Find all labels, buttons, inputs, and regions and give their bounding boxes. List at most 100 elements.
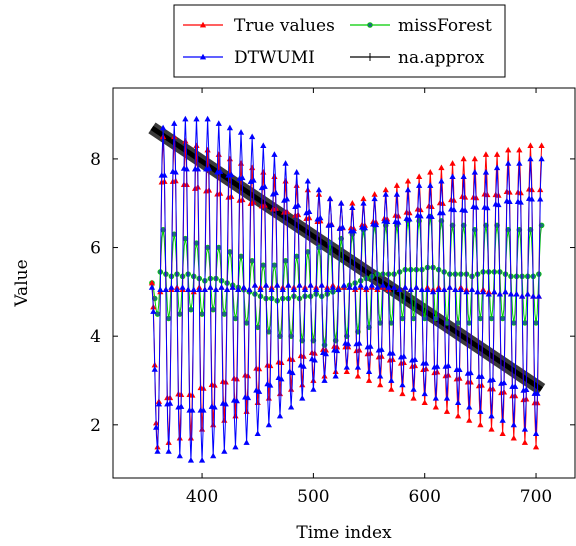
- data-point-dtwumi: [384, 218, 391, 225]
- data-point-dtwumi: [148, 284, 156, 290]
- data-point-dtwumi: [207, 284, 214, 290]
- data-point-dtwumi: [165, 448, 172, 454]
- data-point-dtwumi: [445, 362, 452, 369]
- data-point-dtwumi: [506, 198, 513, 205]
- data-point-missforest: [488, 315, 495, 322]
- data-point-dtwumi: [372, 221, 380, 228]
- data-point-dtwumi: [473, 204, 480, 210]
- data-point-dtwumi: [272, 189, 279, 196]
- data-point-dtwumi: [538, 155, 545, 162]
- data-point-dtwumi: [218, 284, 225, 290]
- data-point-dtwumi: [310, 386, 317, 392]
- data-point-dtwumi: [471, 168, 478, 175]
- data-point-missforest: [154, 311, 161, 317]
- data-point-dtwumi: [388, 377, 395, 383]
- legend-marker: [199, 21, 207, 28]
- data-point-dtwumi: [260, 142, 267, 148]
- data-point-dtwumi: [517, 199, 524, 205]
- data-point-dtwumi: [257, 286, 264, 293]
- data-point-true-values: [293, 182, 300, 188]
- data-point-true-values: [454, 412, 462, 419]
- series-dtwumi: [148, 115, 545, 463]
- data-point-dtwumi: [377, 372, 384, 379]
- data-point-dtwumi: [443, 395, 451, 401]
- data-point-dtwumi: [488, 412, 495, 419]
- data-point-dtwumi: [190, 286, 197, 293]
- data-point-dtwumi: [363, 284, 370, 290]
- data-point-dtwumi: [222, 400, 229, 407]
- legend-sample-true-values: [183, 21, 223, 28]
- data-point-missforest: [243, 320, 250, 326]
- data-point-dtwumi: [229, 284, 236, 290]
- data-point-dtwumi: [528, 195, 535, 202]
- data-point-dtwumi: [200, 407, 207, 413]
- data-point-dtwumi: [371, 195, 378, 202]
- data-point-dtwumi: [288, 403, 295, 410]
- data-point-dtwumi: [194, 165, 201, 172]
- legend-marker: [366, 53, 374, 61]
- data-point-dtwumi: [168, 284, 175, 290]
- legend-marker: [199, 53, 207, 60]
- data-point-dtwumi: [313, 286, 320, 293]
- data-point-dtwumi: [244, 394, 252, 401]
- data-point-dtwumi: [439, 209, 446, 216]
- data-point-dtwumi: [235, 286, 242, 293]
- data-point-true-values: [176, 434, 183, 441]
- data-point-dtwumi: [527, 155, 534, 162]
- data-point-dtwumi: [485, 290, 492, 297]
- data-point-dtwumi: [311, 356, 318, 363]
- legend-label-true-values: True values: [234, 16, 335, 36]
- data-point-dtwumi: [159, 124, 167, 131]
- data-point-missforest: [522, 320, 528, 326]
- y-tick-label: 4: [90, 327, 101, 347]
- data-point-dtwumi: [421, 390, 428, 397]
- data-point-true-values: [399, 390, 406, 397]
- data-point-dtwumi: [178, 403, 185, 409]
- data-point-dtwumi: [254, 430, 261, 437]
- ticks-layer: 400 500 600 700 2 4 6 8: [90, 88, 575, 507]
- data-point-dtwumi: [301, 286, 309, 293]
- data-point-dtwumi: [499, 417, 506, 423]
- data-point-dtwumi: [524, 290, 531, 297]
- data-point-dtwumi: [335, 286, 342, 293]
- data-point-missforest: [421, 315, 428, 322]
- data-point-true-values: [404, 177, 412, 184]
- data-point-dtwumi: [379, 281, 387, 288]
- data-point-dtwumi: [204, 115, 211, 122]
- data-point-missforest: [410, 315, 417, 322]
- data-point-dtwumi: [240, 284, 247, 290]
- data-point-missforest: [282, 258, 289, 264]
- data-point-dtwumi: [461, 207, 469, 213]
- data-point-dtwumi: [307, 281, 314, 288]
- data-point-dtwumi: [457, 286, 465, 293]
- data-point-dtwumi: [150, 308, 157, 314]
- data-point-dtwumi: [360, 200, 367, 206]
- x-tick-label: 600: [408, 487, 440, 507]
- legend-label-na-approx: na.approx: [398, 48, 485, 68]
- data-point-true-values: [521, 439, 529, 445]
- data-point-dtwumi: [278, 375, 285, 382]
- data-point-dtwumi: [315, 186, 323, 193]
- data-point-dtwumi: [428, 213, 435, 220]
- data-point-dtwumi: [432, 395, 439, 401]
- data-point-dtwumi: [480, 288, 487, 295]
- data-point-dtwumi: [374, 284, 381, 290]
- data-point-dtwumi: [333, 347, 341, 354]
- data-point-missforest: [466, 320, 473, 326]
- data-point-true-values: [427, 168, 434, 175]
- data-point-missforest: [238, 253, 244, 260]
- data-point-dtwumi: [382, 191, 389, 197]
- legend: True values missForest DTWUMI na.approx: [173, 4, 506, 78]
- data-point-dtwumi: [367, 343, 374, 349]
- x-tick-label: 400: [186, 487, 218, 507]
- data-point-dtwumi: [395, 219, 402, 225]
- data-point-true-values: [505, 146, 512, 153]
- data-point-dtwumi: [193, 115, 200, 122]
- legend-label-dtwumi: DTWUMI: [234, 48, 315, 68]
- data-point-dtwumi: [261, 183, 268, 189]
- data-point-dtwumi: [279, 286, 286, 293]
- data-point-dtwumi: [422, 360, 430, 366]
- legend-entry-true-values: True values: [183, 16, 335, 36]
- legend-entry-missforest: missForest: [350, 16, 492, 36]
